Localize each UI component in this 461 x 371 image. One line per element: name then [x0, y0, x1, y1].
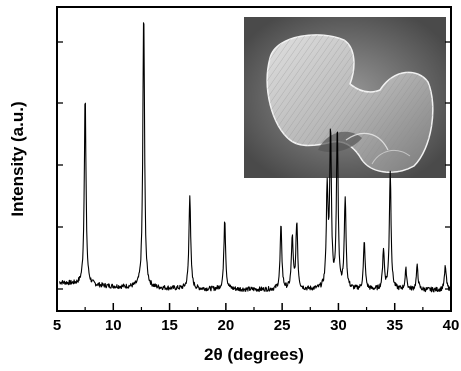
- x-tick-label: 20: [218, 317, 235, 334]
- x-tick-labels: 5 10 15 20 25 30 35 40: [53, 317, 460, 334]
- x-tick-label: 10: [105, 317, 122, 334]
- x-tick-label: 25: [274, 317, 291, 334]
- x-tick-label: 15: [161, 317, 178, 334]
- x-tick-label: 40: [443, 317, 460, 334]
- axis-ticks: [56, 41, 452, 311]
- sem-inset-image: [244, 17, 446, 178]
- y-axis-label: Intensity (a.u.): [8, 101, 27, 216]
- x-axis-label: 2θ (degrees): [204, 345, 304, 364]
- x-tick-label: 35: [386, 317, 403, 334]
- xrd-pattern-line: [58, 22, 451, 293]
- x-tick-label: 30: [330, 317, 347, 334]
- x-tick-label: 5: [53, 317, 61, 334]
